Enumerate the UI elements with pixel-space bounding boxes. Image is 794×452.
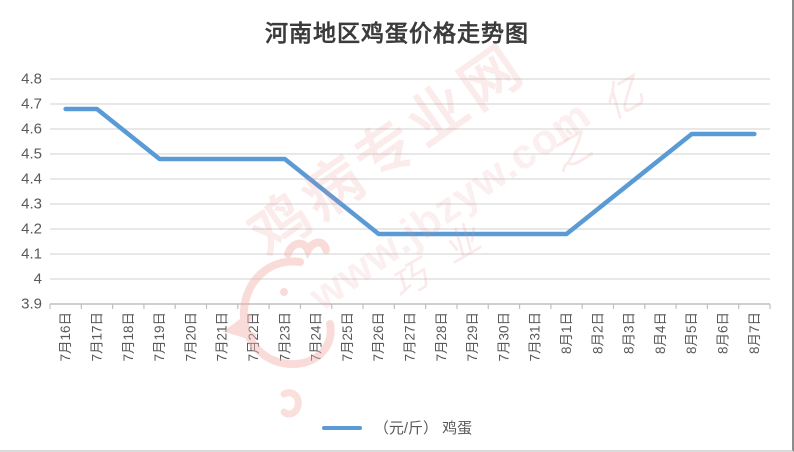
rooster-logo-icon bbox=[223, 238, 335, 369]
x-tick-label: 7月23日 bbox=[277, 312, 292, 362]
x-tick-label: 7月25日 bbox=[340, 312, 355, 362]
x-tick-label: 7月16日 bbox=[58, 312, 73, 362]
x-tick-label: 7月28日 bbox=[434, 312, 449, 362]
x-tick-label: 7月24日 bbox=[309, 312, 324, 362]
legend-line-marker bbox=[321, 425, 362, 430]
x-tick-label: 7月29日 bbox=[465, 312, 480, 362]
x-tick-label: 7月30日 bbox=[496, 312, 511, 362]
chart-title: 河南地区鸡蛋价格走势图 bbox=[265, 20, 529, 46]
rooster-logo-fragment-icon bbox=[280, 389, 302, 418]
y-tick-label: 4.7 bbox=[21, 96, 42, 113]
x-tick-label: 8月6日 bbox=[716, 312, 731, 354]
watermark-script-glyph: 亿 bbox=[595, 68, 655, 128]
y-tick-label: 4.3 bbox=[21, 196, 42, 213]
legend-series-label: （元/斤） 鸡蛋 bbox=[373, 420, 473, 437]
x-tick-label: 7月22日 bbox=[246, 312, 261, 362]
x-tick-label: 8月2日 bbox=[590, 312, 605, 354]
y-tick-label: 4.5 bbox=[21, 146, 42, 163]
egg-price-series-line bbox=[63, 106, 757, 237]
x-tick-label: 8月5日 bbox=[684, 312, 699, 354]
x-tick-label: 7月18日 bbox=[121, 312, 136, 362]
y-tick-label: 4.6 bbox=[21, 121, 42, 138]
y-tick-label: 4.4 bbox=[21, 171, 42, 188]
y-tick-label: 3.9 bbox=[21, 296, 42, 313]
x-tick-label: 7月26日 bbox=[371, 312, 386, 362]
x-tick-label: 8月1日 bbox=[559, 312, 574, 354]
x-tick-label: 7月31日 bbox=[528, 312, 543, 362]
y-tick-label: 4.2 bbox=[21, 221, 42, 238]
x-tick-label: 8月7日 bbox=[747, 312, 762, 354]
x-tick-label: 7月21日 bbox=[215, 312, 230, 362]
y-tick-label: 4 bbox=[34, 271, 42, 288]
x-tick-label: 8月3日 bbox=[622, 312, 637, 354]
x-tick-label: 8月4日 bbox=[653, 312, 668, 354]
x-tick-label: 7月20日 bbox=[183, 312, 198, 362]
x-tick-label: 7月19日 bbox=[152, 312, 167, 362]
y-tick-label: 4.1 bbox=[21, 246, 42, 263]
legend: （元/斤） 鸡蛋 bbox=[0, 417, 794, 438]
y-tick-label: 4.8 bbox=[21, 71, 42, 88]
x-tick-label: 7月17日 bbox=[89, 312, 104, 362]
x-tick-label: 7月27日 bbox=[403, 312, 418, 362]
